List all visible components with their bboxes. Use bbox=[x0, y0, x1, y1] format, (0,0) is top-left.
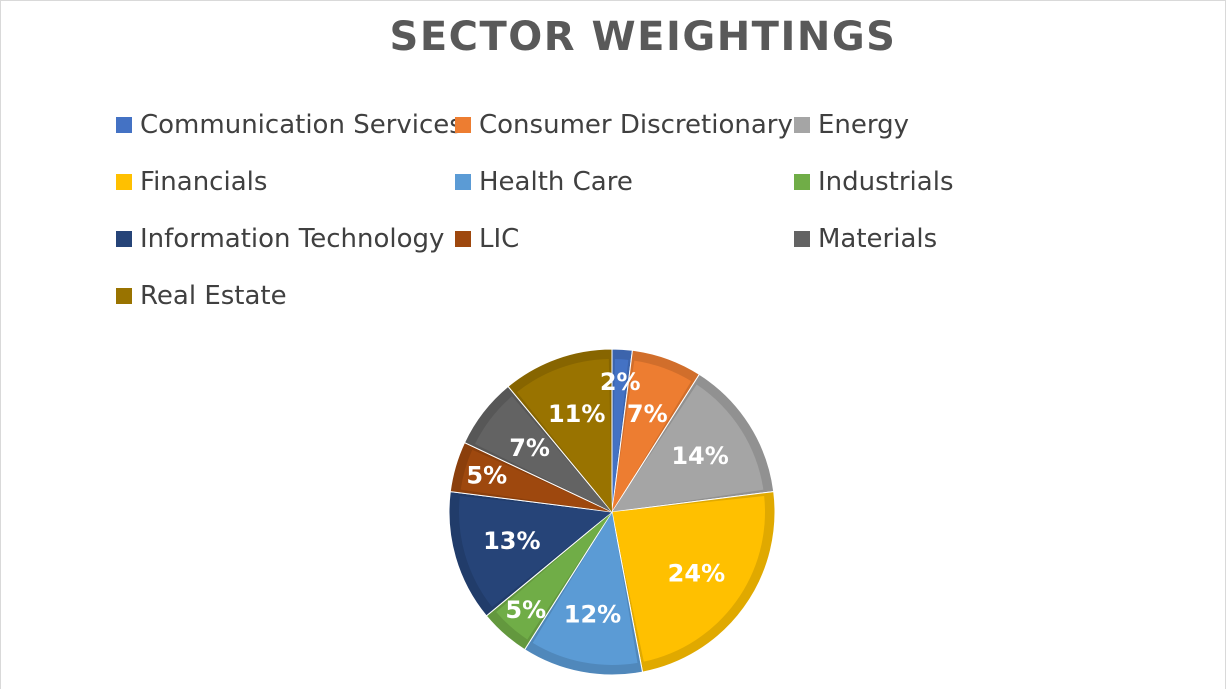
pie-slice-face bbox=[474, 396, 612, 512]
pie-slice-face bbox=[516, 359, 612, 512]
pie-slice-face bbox=[459, 496, 612, 608]
legend-item: Financials bbox=[116, 153, 455, 210]
legend-item: Industrials bbox=[794, 153, 1016, 210]
legend-swatch bbox=[116, 230, 132, 247]
legend-swatch bbox=[116, 173, 132, 190]
legend-swatch bbox=[794, 230, 810, 247]
pie-slice-face bbox=[612, 384, 764, 512]
legend-item: LIC bbox=[455, 210, 794, 267]
pie-slice-face bbox=[612, 496, 765, 662]
legend-label: Financials bbox=[140, 166, 268, 197]
legend-swatch bbox=[116, 287, 132, 304]
legend-label: LIC bbox=[479, 223, 520, 254]
pie-slice-face bbox=[532, 512, 638, 666]
legend-swatch bbox=[455, 116, 471, 133]
legend-label: Consumer Discretionary bbox=[479, 109, 793, 140]
legend-swatch bbox=[794, 116, 810, 133]
legend-item: Communication Services bbox=[116, 96, 463, 153]
legend-label: Materials bbox=[818, 223, 938, 254]
data-label: 24% bbox=[668, 559, 725, 587]
pie-slice-face bbox=[612, 359, 629, 512]
legend-label: Real Estate bbox=[140, 280, 287, 311]
data-label: 12% bbox=[564, 601, 621, 629]
data-label: 14% bbox=[671, 442, 728, 470]
legend-label: Communication Services bbox=[140, 109, 463, 140]
legend-label: Energy bbox=[818, 109, 910, 140]
data-label: 13% bbox=[483, 527, 540, 555]
legend-label: Health Care bbox=[479, 166, 633, 197]
legend-label: Information Technology bbox=[140, 223, 445, 254]
legend-item: Consumer Discretionary bbox=[455, 96, 794, 153]
legend-swatch bbox=[455, 173, 471, 190]
data-label: 11% bbox=[548, 400, 605, 428]
pie-slice-face bbox=[612, 360, 692, 512]
data-label: 5% bbox=[466, 462, 507, 490]
legend-item: Information Technology bbox=[116, 210, 455, 267]
legend-item: Materials bbox=[794, 210, 1016, 267]
legend-item: Health Care bbox=[455, 153, 794, 210]
pie-slice-face bbox=[460, 449, 612, 512]
legend-swatch bbox=[794, 173, 810, 190]
legend-item: Real Estate bbox=[116, 267, 455, 324]
data-label: 7% bbox=[509, 434, 550, 462]
legend-swatch bbox=[455, 230, 471, 247]
legend-item: Energy bbox=[794, 96, 1016, 153]
data-label: 5% bbox=[505, 596, 546, 624]
pie-slice-face bbox=[496, 512, 612, 640]
data-label: 2% bbox=[600, 368, 641, 396]
data-label: 7% bbox=[627, 400, 668, 428]
legend-swatch bbox=[116, 116, 132, 133]
legend-label: Industrials bbox=[818, 166, 954, 197]
chart-legend: Communication Services Consumer Discretio… bbox=[116, 96, 1016, 324]
chart-title: SECTOR WEIGHTINGS bbox=[389, 14, 897, 60]
